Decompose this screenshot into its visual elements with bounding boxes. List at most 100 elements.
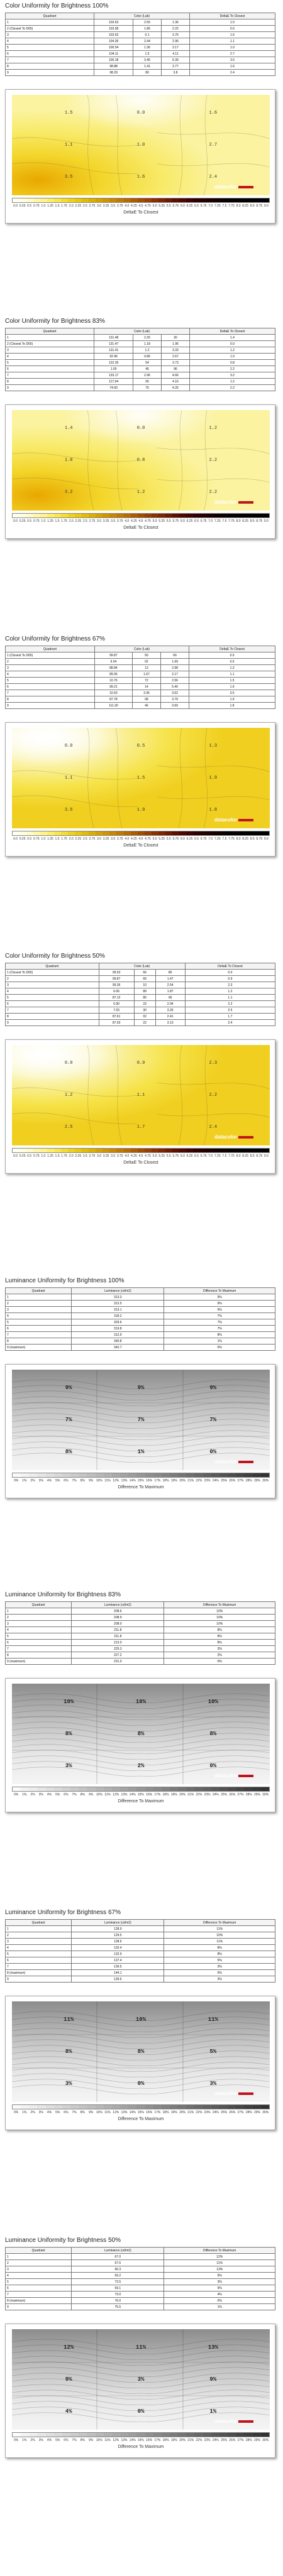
scale-tick-label: 27% <box>237 2438 244 2442</box>
table-row: 6 213.0 8% <box>4 1639 275 1646</box>
table-cell: 7% <box>164 1312 275 1319</box>
table-cell: 139.6 <box>71 1976 165 1983</box>
scale-tick-label: 6% <box>64 1793 69 1797</box>
scale-swatch <box>203 2433 211 2437</box>
scale-tick-label: 8.25 <box>242 1154 248 1158</box>
color-uniformity-section: Color Uniformity for Brightness 67% Quadr… <box>0 636 283 937</box>
scale-tick-label: 5.25 <box>158 837 165 841</box>
quadrant-value-label: 0.0 <box>64 743 73 749</box>
table-cell: 3 <box>4 1938 72 1945</box>
table-cell: 2.55 <box>133 19 162 26</box>
scale-swatch <box>116 514 124 517</box>
table-cell: 96 <box>155 994 186 1001</box>
scale-swatch <box>123 514 131 517</box>
scale-tick-label: 13% <box>121 2111 128 2114</box>
section-title: Luminance Uniformity for Brightness 83% <box>5 1591 121 1598</box>
quadrant-value-label: 10% <box>135 1698 147 1705</box>
table-row: 2 (Closest To D65) 103.58 1.86 2.22 0.0 <box>4 25 276 32</box>
quadrant-value-label: 0.8 <box>136 458 145 463</box>
scale-tick-label: 5.25 <box>158 519 165 523</box>
table-cell: 2.4 <box>189 69 276 76</box>
table-cell: 8% <box>164 1331 275 1338</box>
scale-tick-label: 2% <box>30 2438 35 2442</box>
color-data-table: Quadrant Color (Lab) DeltaE To Closest 1 (C… <box>5 646 275 709</box>
table-row: 5 100.54 1.36 3.17 1.0 <box>4 44 276 51</box>
scale-tick-label: 4.75 <box>145 519 151 523</box>
table-cell: 98.88 <box>94 63 134 70</box>
quadrant-value-label: 0.0 <box>136 110 145 116</box>
datacolor-logo: datacolor <box>214 2091 253 2096</box>
scale-tick-label: 8% <box>80 1479 85 1483</box>
table-header-row: Quadrant Luminance (cd/m2) Difference To M… <box>4 1601 275 1608</box>
scale-swatch <box>248 1149 256 1152</box>
section-title: Color Uniformity for Brightness 83% <box>5 318 105 325</box>
table-cell: 104.35 <box>94 38 134 45</box>
scale-swatch <box>192 514 200 517</box>
scale-swatch <box>219 2105 228 2109</box>
scale-tick-label: 8.25 <box>242 204 248 208</box>
table-cell: 73.5 <box>71 2278 165 2285</box>
color-scale-bar <box>12 2104 270 2109</box>
scale-swatch <box>103 2105 112 2109</box>
scale-tick-label: 19% <box>170 1479 177 1483</box>
scale-swatch <box>211 2105 219 2109</box>
scale-swatch <box>178 2105 187 2109</box>
section-title: Color Uniformity for Brightness 67% <box>5 636 105 642</box>
table-cell: 1.6 <box>189 63 276 70</box>
table-row: 1 313.3 9% <box>4 1294 275 1301</box>
scale-tick-label: 14% <box>129 2438 136 2442</box>
scale-swatch <box>241 1149 249 1152</box>
scale-tick-label: 19% <box>170 2438 177 2442</box>
lum-data-table: Quadrant Luminance (cd/m2) Difference To M… <box>4 1287 275 1351</box>
scale-swatch <box>153 2105 162 2109</box>
table-cell: 9% <box>164 1294 275 1301</box>
scale-swatch <box>53 2105 62 2109</box>
scale-swatch <box>262 831 270 835</box>
scale-tick-label: 21% <box>187 2438 194 2442</box>
scale-tick-label: 7.0 <box>208 837 213 841</box>
scale-tick-label: 3.0 <box>97 1154 101 1158</box>
table-cell: 10% <box>164 1614 275 1621</box>
quadrant-value-label: 9% <box>209 1384 217 1391</box>
table-row: 9 87.03 22 3.13 2.4 <box>5 1019 276 1026</box>
table-cell: 2 <box>4 1614 72 1621</box>
scale-tick-label: 6.25 <box>186 519 193 523</box>
scale-swatch <box>236 2433 245 2437</box>
table-row: 7 10.63 3.36 3.62 3.5 <box>5 690 275 696</box>
scale-tick-label: 23% <box>204 2438 211 2442</box>
quadrant-value-label: 10% <box>64 1698 74 1705</box>
table-cell: 3 <box>5 982 99 988</box>
scale-swatch <box>151 198 158 202</box>
scale-swatch <box>213 198 221 202</box>
scale-tick-label: 0.0 <box>13 519 18 523</box>
table-row: 5 122.35 54 3.73 0.8 <box>4 359 276 366</box>
table-header-cell: Quadrant <box>5 646 95 652</box>
scale-tick-label: 6.0 <box>180 519 185 523</box>
scale-tick-label: 1% <box>22 1793 27 1797</box>
scale-swatch <box>29 2433 38 2437</box>
table-cell: 5 <box>4 44 95 51</box>
scale-tick-label: 17% <box>154 2438 161 2442</box>
table-cell: 2% <box>164 1652 275 1659</box>
scale-tick-label: 22% <box>196 1793 203 1797</box>
scale-swatch <box>82 1149 89 1152</box>
scale-tick-label: 12% <box>113 2111 119 2114</box>
table-row: 2 208.9 10% <box>4 1614 275 1621</box>
scale-tick-label: 1.5 <box>55 204 60 208</box>
datacolor-logo: datacolor <box>214 499 253 505</box>
scale-swatch <box>19 831 27 835</box>
scale-tick-label: 8.0 <box>236 204 241 208</box>
luminance-heatmap <box>12 1370 270 1470</box>
table-header-cell: Difference To Maximum <box>164 1601 275 1608</box>
scale-swatch <box>29 1787 38 1791</box>
scale-caption: Difference To Maximum <box>118 1799 164 1804</box>
logo-bar <box>238 1460 253 1463</box>
quadrant-value-label: 3.2 <box>64 490 73 495</box>
table-cell: 0.86 <box>133 353 162 360</box>
scale-tick-label: 0% <box>13 2438 19 2442</box>
table-row: 8 (maximum) 76.0 0% <box>4 2297 275 2304</box>
scale-swatch <box>87 1473 96 1477</box>
scale-tick-label: 10% <box>96 1479 103 1483</box>
scale-tick-label: 0.5 <box>27 519 32 523</box>
table-cell: 131.48 <box>94 334 134 341</box>
